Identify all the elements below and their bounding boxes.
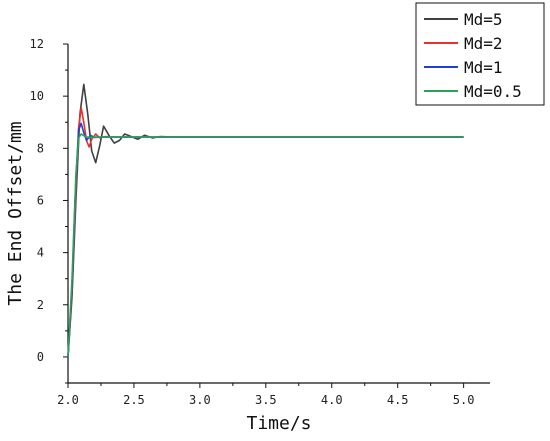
y-tick-label: 6 <box>37 193 44 207</box>
y-tick-label: 0 <box>37 350 44 364</box>
x-tick-label: 4.0 <box>321 393 343 407</box>
legend-label-1: Md=2 <box>464 34 503 53</box>
legend-label-0: Md=5 <box>464 10 503 29</box>
series-line-3 <box>67 133 464 357</box>
y-tick-label: 12 <box>30 37 44 51</box>
series-line-1 <box>67 107 464 357</box>
x-tick-label: 5.0 <box>453 393 475 407</box>
y-tick-label: 10 <box>30 89 44 103</box>
y-tick-label: 4 <box>37 246 44 260</box>
y-axis-label: The End Offset/mm <box>5 121 26 305</box>
x-axis-label: Time/s <box>246 413 311 434</box>
chart-series <box>67 83 464 357</box>
x-tick-label: 2.0 <box>57 393 79 407</box>
y-tick-label: 2 <box>37 298 44 312</box>
x-tick-label: 2.5 <box>123 393 145 407</box>
x-tick-label: 3.0 <box>189 393 211 407</box>
series-line-0 <box>67 83 464 357</box>
x-tick-label: 4.5 <box>387 393 409 407</box>
legend-label-3: Md=0.5 <box>464 82 522 101</box>
legend-label-2: Md=1 <box>464 58 503 77</box>
chart-legend: Md=5 Md=2 Md=1 Md=0.5 <box>415 2 545 106</box>
series-line-2 <box>67 122 464 357</box>
chart-axes: 0 2 4 6 8 10 12 2.0 2.5 3.0 3.5 4.0 4.5 5.0 <box>30 37 490 407</box>
y-tick-label: 8 <box>37 141 44 155</box>
x-tick-label: 3.5 <box>255 393 277 407</box>
